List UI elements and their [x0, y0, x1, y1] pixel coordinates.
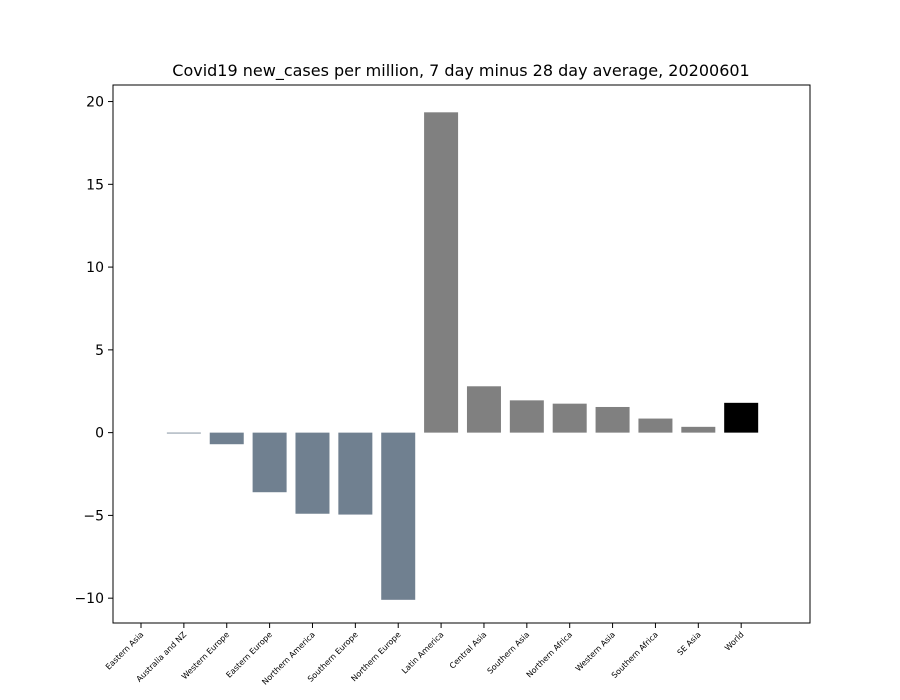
- bar: [509, 400, 544, 433]
- bar: [681, 426, 716, 433]
- bar: [595, 406, 630, 433]
- x-tick-label: Western Asia: [574, 630, 617, 673]
- bar: [338, 432, 373, 515]
- x-tick-label: World: [723, 630, 746, 653]
- bar: [381, 432, 416, 600]
- x-tick-label: Northern Africa: [525, 630, 574, 679]
- bar: [295, 432, 330, 514]
- y-tick-label: 20: [86, 95, 104, 111]
- plot-frame: [112, 84, 811, 624]
- bar: [424, 112, 459, 433]
- x-tick-label: Eastern Europe: [224, 630, 274, 680]
- bar: [166, 432, 201, 434]
- y-tick-label: −10: [74, 591, 104, 607]
- bar: [552, 403, 587, 433]
- bar: [252, 432, 287, 493]
- y-axis: −10 −5 0 5 10 15 20: [74, 95, 113, 607]
- x-tick-label: Latin America: [400, 630, 446, 676]
- bar: [724, 402, 759, 433]
- bar: [638, 418, 673, 433]
- bars-layer: [166, 112, 759, 600]
- x-tick-label: SE Asia: [676, 630, 703, 657]
- y-tick-label: 10: [86, 260, 104, 276]
- bar: [209, 432, 244, 445]
- y-tick-label: −5: [83, 508, 104, 524]
- x-tick-label: Southern Asia: [485, 630, 531, 676]
- y-tick-label: 0: [95, 426, 104, 442]
- x-tick-label: Central Asia: [448, 630, 489, 671]
- y-tick-label: 5: [95, 343, 104, 359]
- bar: [466, 386, 501, 433]
- x-tick-label: Eastern Asia: [104, 630, 146, 672]
- x-tick-label: Southern Africa: [610, 630, 660, 680]
- chart-title: Covid19 new_cases per million, 7 day min…: [172, 61, 749, 81]
- y-tick-label: 15: [86, 177, 104, 193]
